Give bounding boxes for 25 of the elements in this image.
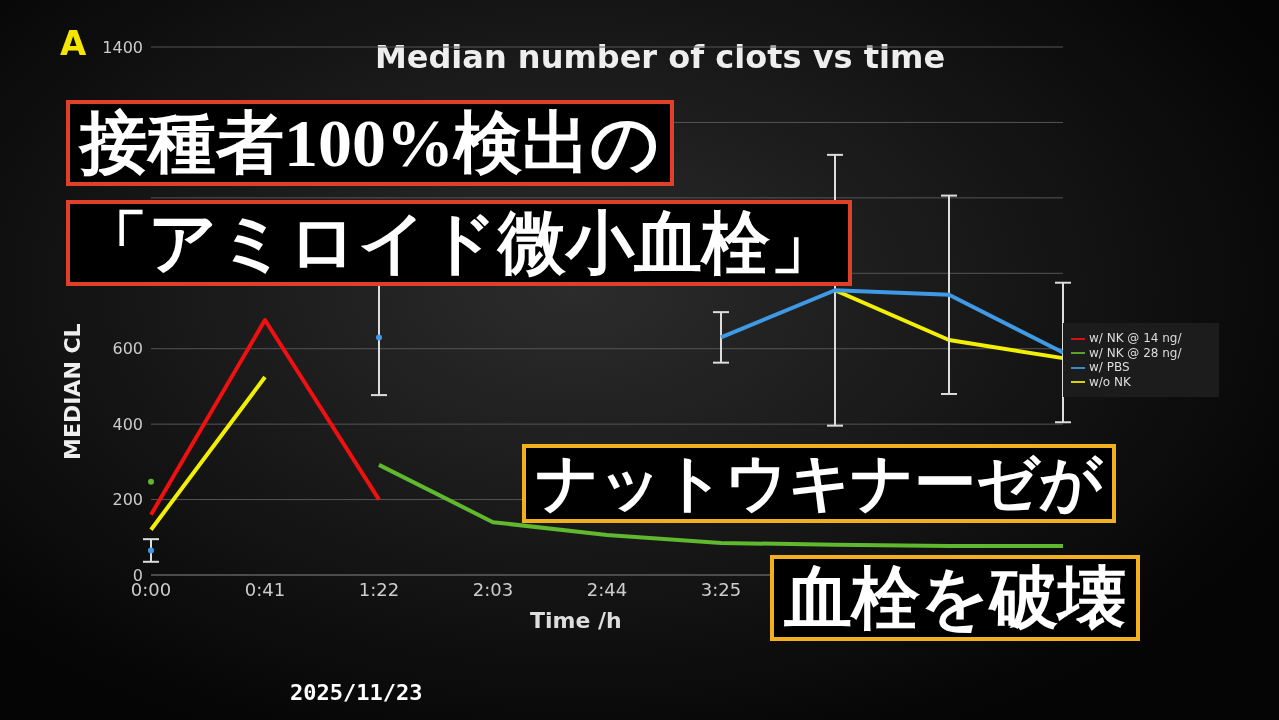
legend-label: w/ PBS <box>1089 360 1130 374</box>
y-tick-label: 600 <box>112 339 143 359</box>
x-tick-label: 0:41 <box>244 578 286 600</box>
y-axis-title: MEDIAN CL <box>60 323 85 460</box>
y-tick-label: 1400 <box>102 37 143 57</box>
annotation: 「アミロイド微小血栓」 <box>66 200 852 287</box>
point <box>148 547 154 554</box>
x-tick-label: 3:25 <box>700 578 742 600</box>
legend-label: w/o NK <box>1089 374 1131 389</box>
annotation: 血栓を破壊 <box>770 555 1140 642</box>
text: 2025/11/23 <box>290 680 423 706</box>
x-tick-label: 2:03 <box>472 578 514 600</box>
legend-label: w/ NK @ 28 ng/ <box>1089 345 1182 360</box>
point <box>148 478 154 485</box>
text: A <box>60 23 87 64</box>
y-tick-label: 200 <box>112 490 143 510</box>
chart-title: Median number of clots vs time <box>373 38 947 76</box>
annotation: ナットウキナーゼが <box>522 444 1116 524</box>
x-tick-label: 1:22 <box>358 578 400 600</box>
annotation: 接種者100%検出の <box>66 100 674 187</box>
y-tick-label: 400 <box>112 414 143 434</box>
legend-label: w/ NK @ 14 ng/ <box>1089 331 1182 345</box>
x-axis-title: Time /h <box>530 608 622 633</box>
x-tick-label: 2:44 <box>586 578 628 600</box>
point <box>376 334 382 341</box>
